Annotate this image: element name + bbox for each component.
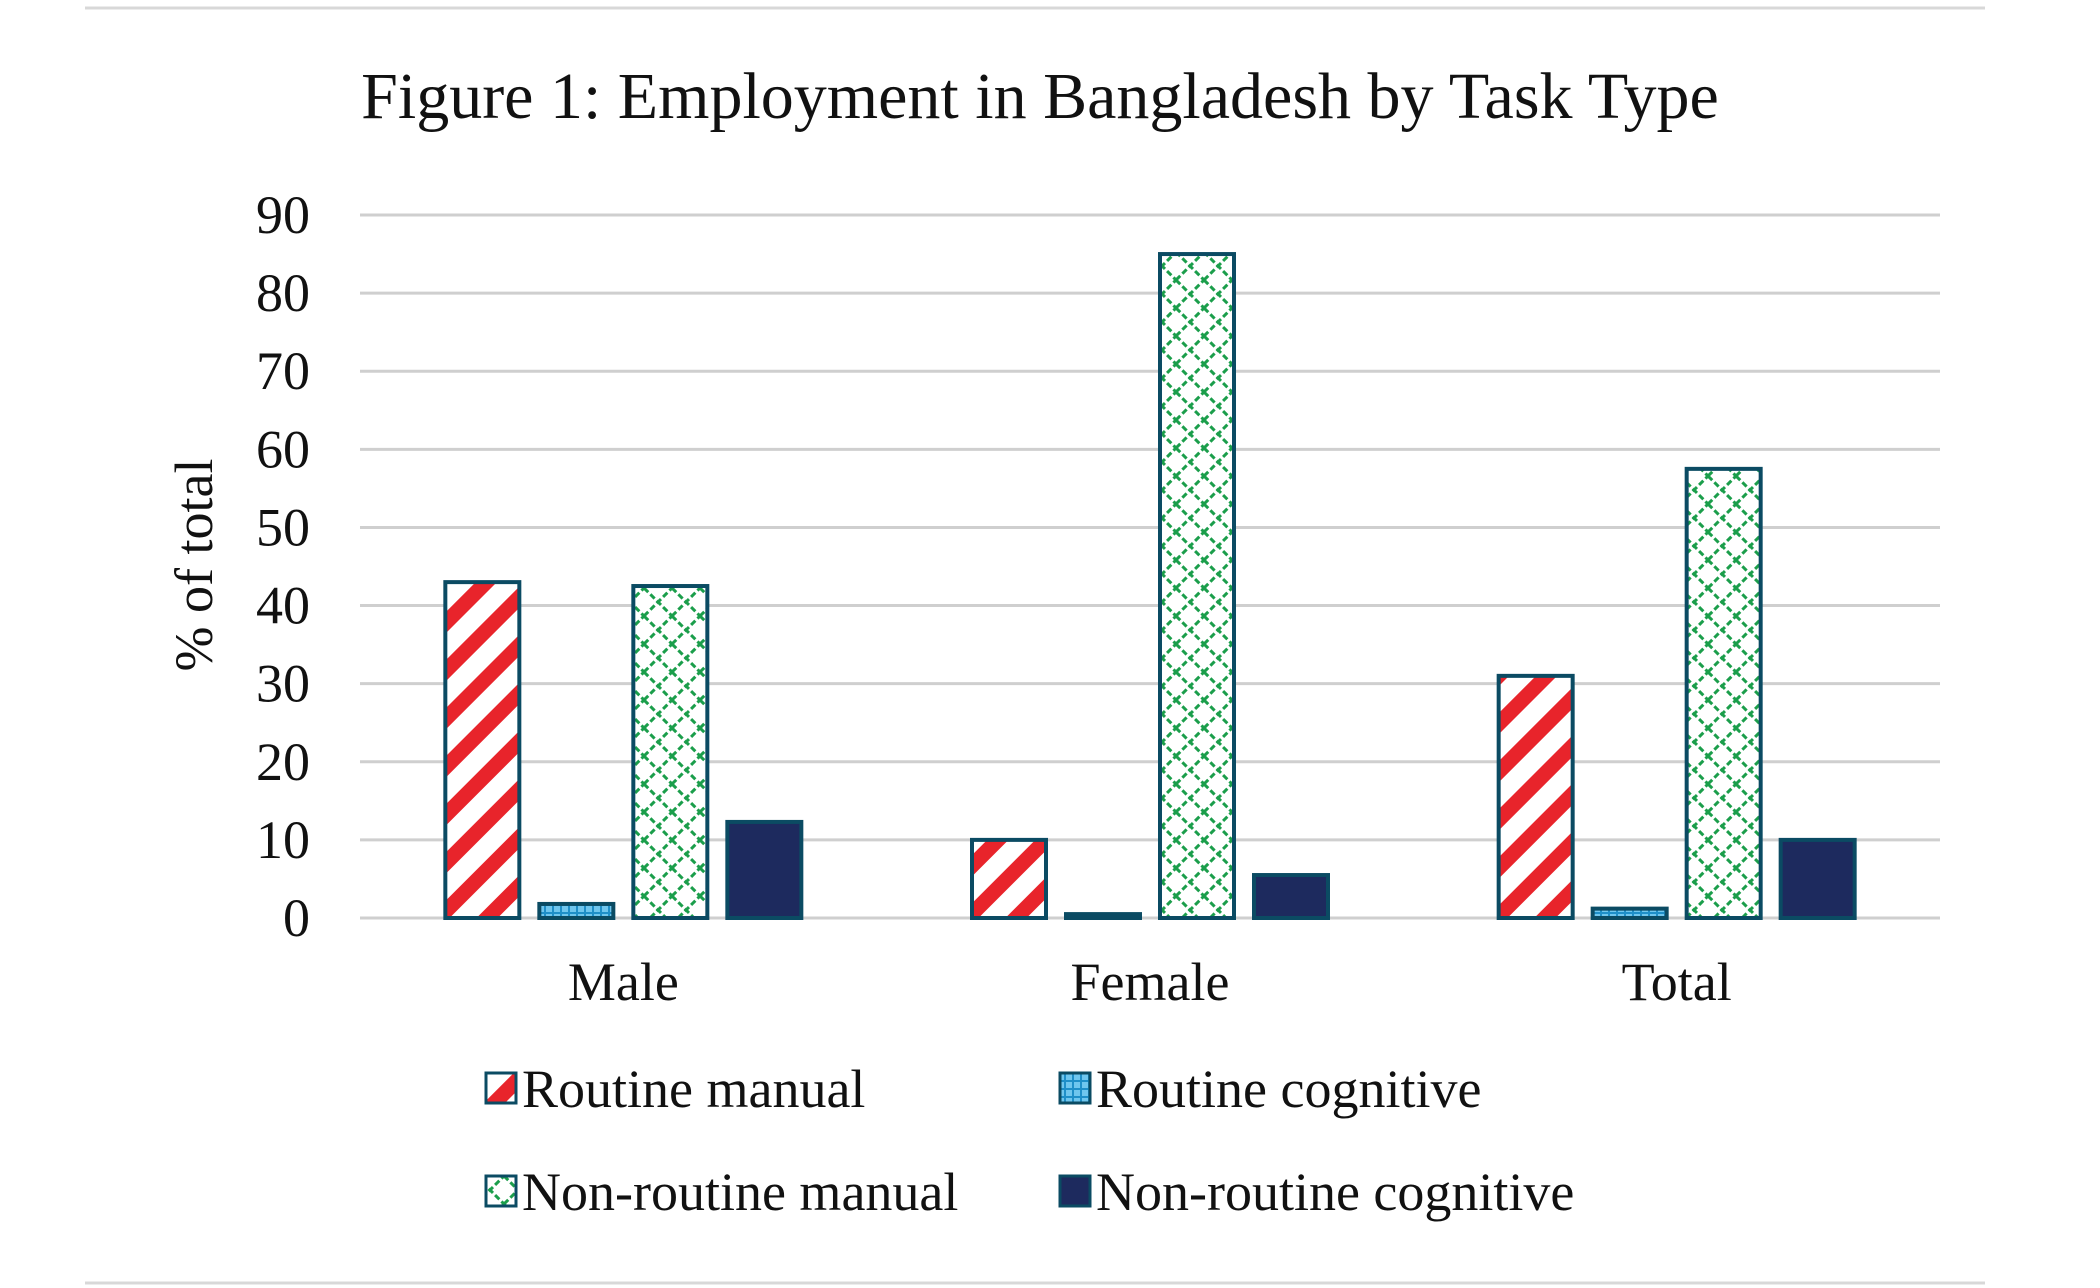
legend-label-routine-cognitive: Routine cognitive [1096, 1059, 1481, 1119]
bar-non-routine-manual-female [1158, 252, 1236, 921]
legend-swatch-routine-manual [484, 1071, 518, 1105]
bar-non-routine-cognitive-total [1778, 837, 1857, 921]
bar-routine-cognitive-male [537, 901, 616, 921]
y-axis-label: % of total [164, 459, 224, 672]
legend-swatch-routine-cognitive [1058, 1071, 1092, 1105]
y-tick-label: 10 [256, 810, 310, 870]
legend: Routine manual Routine cognitive Non-routi… [484, 1059, 1574, 1222]
chart-title: Figure 1: Employment in Bangladesh by Ta… [361, 60, 1719, 133]
y-tick-label: 20 [256, 732, 310, 792]
bar-routine-manual-male [443, 580, 522, 920]
legend-label-non-routine-manual: Non-routine manual [522, 1162, 958, 1222]
legend-swatch-non-routine-cognitive [1058, 1174, 1092, 1208]
y-tick-labels: 0 10 20 30 40 50 60 70 80 90 [256, 185, 310, 948]
bar-non-routine-cognitive-female [1252, 873, 1330, 920]
legend-swatch-non-routine-manual [484, 1174, 518, 1208]
gridlines [360, 213, 1940, 920]
bar-routine-manual-female [970, 837, 1048, 921]
bar-routine-cognitive-total [1590, 906, 1669, 920]
bar-routine-manual-total [1496, 673, 1575, 920]
y-tick-label: 30 [256, 654, 310, 714]
y-tick-label: 90 [256, 185, 310, 245]
category-label: Male [568, 952, 679, 1012]
category-label: Female [1071, 952, 1230, 1012]
category-label: Total [1622, 952, 1732, 1012]
legend-label-routine-manual: Routine manual [522, 1059, 865, 1119]
y-tick-label: 70 [256, 341, 310, 401]
category-labels: Male Female Total [568, 952, 1732, 1012]
legend-label-non-routine-cognitive: Non-routine cognitive [1096, 1162, 1574, 1222]
bars [443, 252, 1857, 921]
y-tick-label: 0 [283, 888, 310, 948]
y-tick-label: 60 [256, 419, 310, 479]
bar-non-routine-cognitive-male [725, 819, 804, 921]
y-tick-label: 40 [256, 576, 310, 636]
y-tick-label: 80 [256, 263, 310, 323]
y-tick-label: 50 [256, 497, 310, 557]
bar-non-routine-manual-male [631, 584, 710, 920]
bar-routine-cognitive-female [1064, 912, 1142, 920]
bar-non-routine-manual-total [1684, 466, 1763, 920]
